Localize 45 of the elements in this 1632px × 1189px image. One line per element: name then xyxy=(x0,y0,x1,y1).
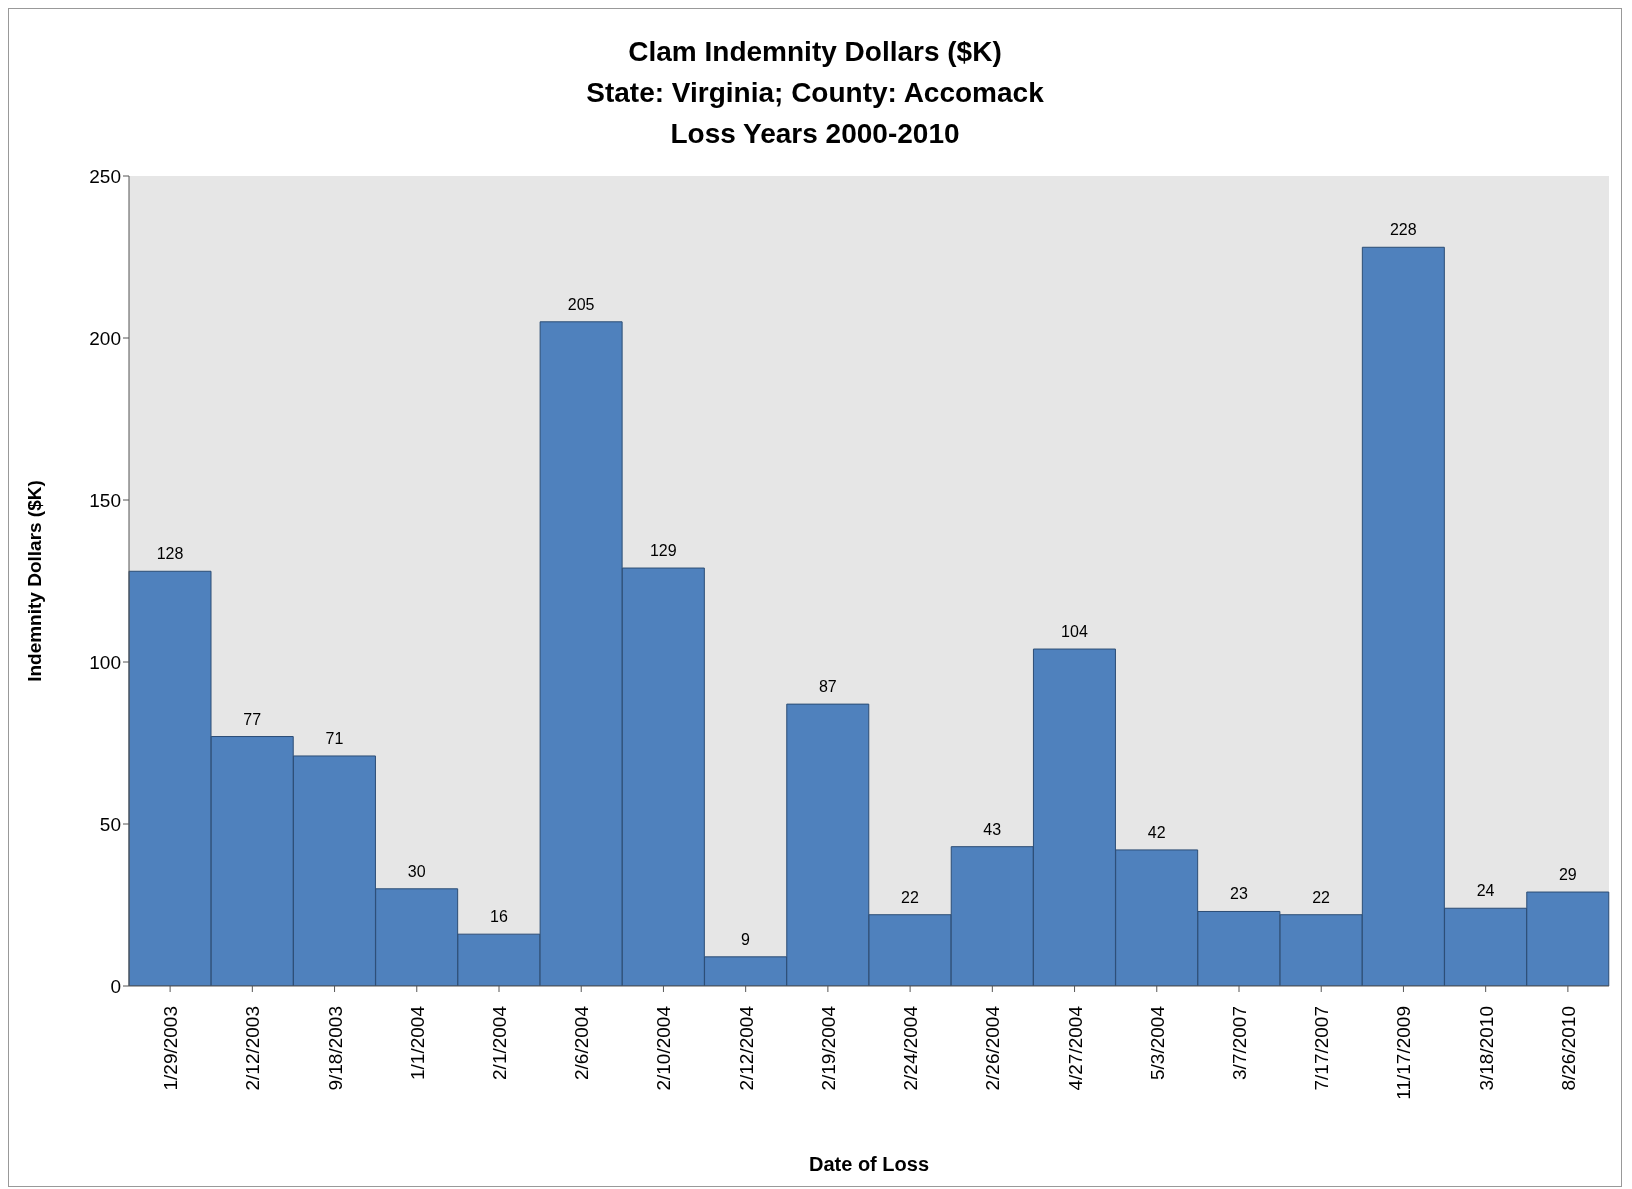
data-label: 228 xyxy=(1389,221,1417,239)
data-label: 129 xyxy=(649,542,677,560)
x-tick-label: 3/18/2010 xyxy=(1475,1006,1497,1091)
y-tick-label: 100 xyxy=(89,651,121,673)
data-label: 104 xyxy=(1061,623,1088,641)
y-axis-title: Indemnity Dollars ($K) xyxy=(23,480,45,682)
x-tick-label: 8/26/2010 xyxy=(1557,1006,1579,1091)
x-tick-label: 2/1/2004 xyxy=(489,1005,510,1080)
x-tick-label: 4/27/2004 xyxy=(1064,1005,1086,1091)
data-label: 43 xyxy=(983,820,1002,838)
x-tick-label: 5/3/2004 xyxy=(1146,1005,1168,1080)
x-tick-label: 2/26/2004 xyxy=(982,1005,1004,1091)
data-label: 30 xyxy=(407,862,426,880)
y-tick-label: 250 xyxy=(89,165,121,187)
x-axis-title: Date of Loss xyxy=(808,1153,930,1175)
chart-title: Clam Indemnity Dollars ($K) State: Virginia; County: Accomack Loss Years 2000-2010 xyxy=(585,35,1045,151)
y-tick-label: 200 xyxy=(89,327,121,349)
x-tick-label: 9/18/2003 xyxy=(324,1006,346,1091)
data-label: 87 xyxy=(818,678,837,696)
data-label: 205 xyxy=(567,295,595,313)
x-tick-label: 2/10/2004 xyxy=(653,1005,675,1091)
x-tick-label: 3/7/2007 xyxy=(1229,1006,1250,1080)
x-tick-label: 2/19/2004 xyxy=(817,1005,839,1091)
y-tick-label: 50 xyxy=(99,813,121,835)
y-tick-label: 0 xyxy=(110,975,121,997)
x-tick-label: 2/24/2004 xyxy=(900,1005,922,1091)
x-tick-label: 7/17/2007 xyxy=(1311,1006,1333,1091)
x-tick-label: 1/1/2004 xyxy=(406,1005,428,1080)
data-label: 42 xyxy=(1147,823,1166,841)
data-label: 77 xyxy=(243,710,262,728)
data-label: 29 xyxy=(1558,866,1577,884)
data-label: 23 xyxy=(1229,885,1248,903)
data-label: 9 xyxy=(741,930,751,948)
data-label: 22 xyxy=(1312,888,1331,906)
data-label: 128 xyxy=(156,545,184,563)
data-label: 24 xyxy=(1476,882,1495,900)
data-label: 71 xyxy=(325,729,344,747)
x-tick-label: 2/6/2004 xyxy=(571,1005,593,1080)
x-tick-label: 2/12/2003 xyxy=(242,1006,264,1091)
y-tick-label: 150 xyxy=(89,489,121,511)
data-label: 22 xyxy=(901,888,919,906)
x-tick-label: 1/29/2003 xyxy=(160,1006,182,1091)
x-tick-label: 2/12/2004 xyxy=(735,1005,757,1091)
data-label: 16 xyxy=(489,908,508,926)
x-tick-label: 11/17/2009 xyxy=(1393,1006,1415,1100)
